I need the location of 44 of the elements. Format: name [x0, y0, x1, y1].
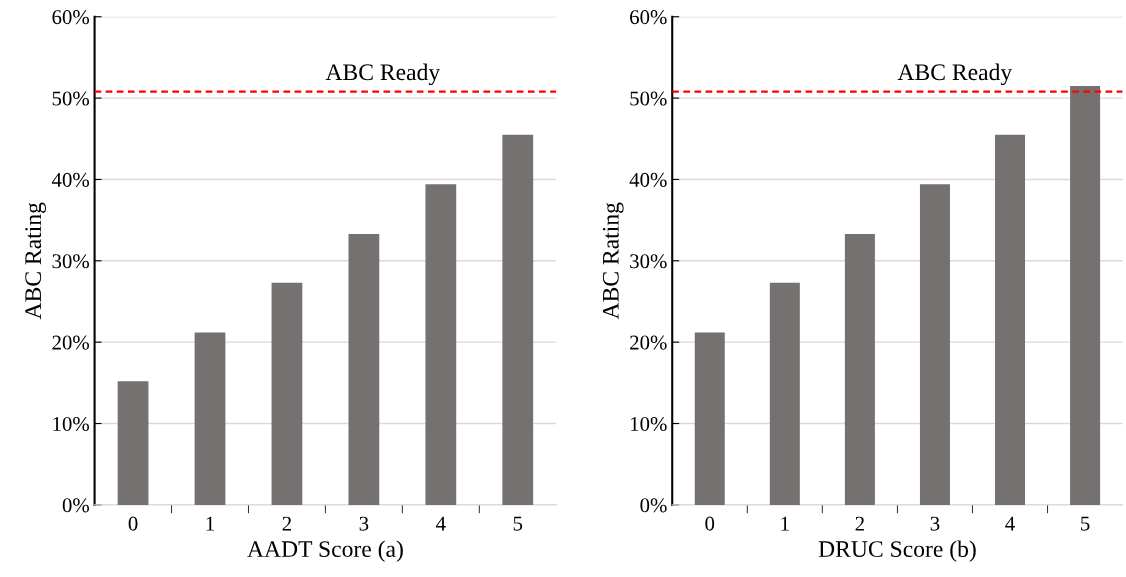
x-tick-label: 3 [359, 516, 369, 531]
y-tick-label: 0% [640, 498, 667, 513]
y-tick-label: 40% [629, 172, 667, 187]
y-axis-title: ABC Rating [25, 202, 46, 320]
bar [194, 332, 226, 505]
bar [348, 233, 380, 505]
y-tick-label: 50% [52, 91, 90, 106]
bar [769, 282, 800, 505]
bar [1070, 85, 1101, 505]
x-tick-label: 1 [206, 516, 214, 531]
bar [425, 184, 457, 505]
bar [919, 184, 950, 505]
x-tick-label: 5 [1081, 516, 1090, 531]
y-tick-label: 20% [630, 335, 667, 350]
y-tick-label: 50% [630, 91, 667, 106]
bar [502, 134, 534, 505]
x-tick-label: 0 [128, 516, 138, 531]
x-tick-label: 1 [781, 516, 789, 531]
y-tick-label: 10% [631, 416, 667, 432]
x-axis-title: AADT Score (a) [247, 540, 403, 562]
y-tick-label: 60% [52, 10, 90, 25]
x-axis-title: DRUC Score (b) [818, 540, 976, 562]
y-tick-label: 30% [52, 254, 90, 269]
x-tick-label: 4 [436, 516, 446, 531]
x-tick-label: 5 [513, 516, 523, 531]
bar [271, 282, 303, 505]
x-tick-label: 2 [282, 516, 291, 531]
bar [844, 233, 875, 505]
bar [995, 134, 1026, 505]
bar [694, 332, 725, 505]
x-tick-label: 4 [1005, 516, 1015, 531]
y-axis-title: ABC Rating [602, 202, 624, 320]
y-tick-label: 40% [51, 172, 90, 187]
y-tick-label: 20% [52, 335, 90, 350]
y-tick-label: 10% [53, 416, 90, 432]
x-tick-label: 0 [705, 516, 715, 531]
x-tick-label: 3 [930, 516, 940, 531]
ref-line-label: ABC Ready [325, 63, 441, 86]
ref-line-label: ABC Ready [897, 63, 1013, 86]
y-tick-label: 30% [630, 254, 667, 269]
x-tick-label: 2 [855, 516, 864, 531]
bar [117, 381, 149, 505]
y-tick-label: 0% [62, 498, 90, 513]
y-tick-label: 60% [630, 10, 667, 25]
